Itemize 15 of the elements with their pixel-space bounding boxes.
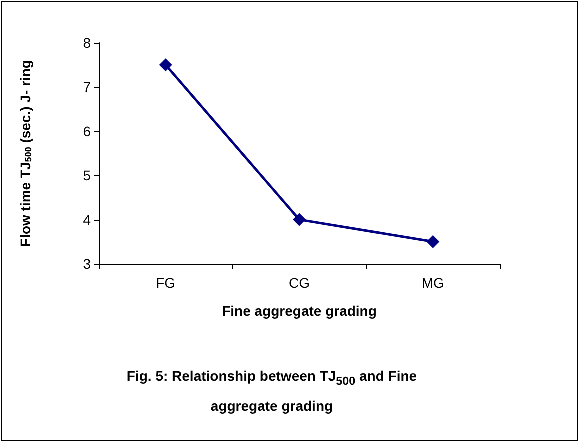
point [293,213,306,226]
y-tick-label: 4 [83,212,92,228]
x-tick-label: FG [156,275,176,291]
y-tick-label: 7 [83,79,92,96]
y-axis-title: Flow time TJ500 (sec.) J- ring [18,60,34,247]
x-tick-label: MG [422,275,444,291]
y-tick-label: 5 [83,168,92,184]
y-tick-label: 3 [83,256,92,272]
y-tick-label: 8 [83,35,92,51]
x-tick-label: CG [289,275,310,291]
point [159,58,172,72]
x-axis-title: Fine aggregate grading [222,303,377,319]
point [426,235,440,248]
y-tick-label: 6 [83,123,92,140]
text: Fig. 5: Relationship between TJ$_{500}$ and Fine aggregate grading [126,368,418,414]
